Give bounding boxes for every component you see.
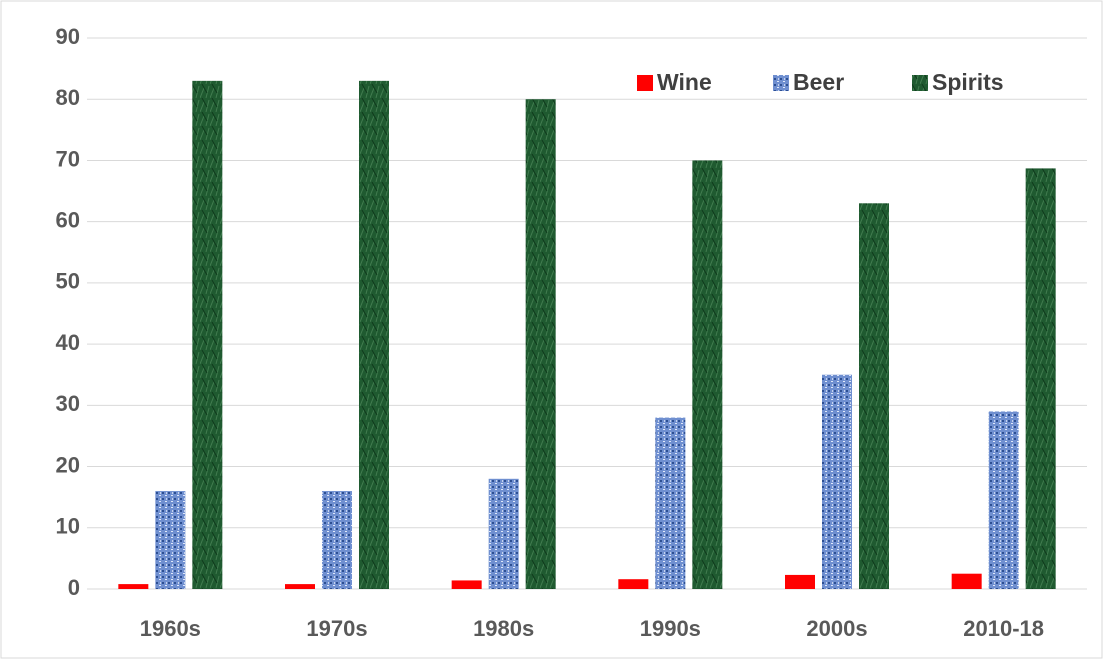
y-tick-label: 90 bbox=[56, 24, 80, 49]
y-tick-label: 10 bbox=[56, 514, 80, 539]
bar bbox=[451, 580, 482, 589]
bar bbox=[692, 160, 723, 589]
y-tick-label: 20 bbox=[56, 452, 80, 477]
x-tick-label: 1960s bbox=[140, 616, 201, 641]
legend-swatch bbox=[637, 75, 653, 91]
x-tick-label: 2010-18 bbox=[963, 616, 1044, 641]
bar bbox=[618, 579, 649, 589]
x-tick-label: 1990s bbox=[640, 616, 701, 641]
bar bbox=[951, 573, 982, 589]
y-tick-label: 60 bbox=[56, 207, 80, 232]
bar bbox=[1025, 168, 1056, 590]
bar bbox=[859, 203, 889, 590]
bar bbox=[488, 478, 519, 589]
bar bbox=[525, 99, 556, 589]
y-tick-label: 30 bbox=[56, 391, 80, 416]
bar bbox=[192, 80, 223, 589]
y-tick-label: 70 bbox=[56, 146, 80, 171]
bar bbox=[655, 417, 686, 589]
x-tick-label: 1970s bbox=[306, 616, 367, 641]
x-tick-label: 2000s bbox=[806, 616, 867, 641]
x-tick-label: 1980s bbox=[473, 616, 534, 641]
bar bbox=[155, 491, 186, 589]
bar bbox=[785, 574, 815, 589]
bar bbox=[822, 374, 852, 589]
legend-label: Spirits bbox=[932, 69, 1004, 95]
bar bbox=[988, 411, 1019, 589]
legend-label: Beer bbox=[793, 69, 844, 95]
legend-label: Wine bbox=[657, 69, 712, 95]
y-tick-label: 50 bbox=[56, 269, 80, 294]
legend-swatch bbox=[773, 75, 789, 91]
legend-swatch bbox=[912, 75, 928, 91]
bar bbox=[118, 584, 149, 589]
bar bbox=[285, 584, 315, 589]
bar bbox=[359, 80, 389, 589]
y-tick-label: 40 bbox=[56, 330, 80, 355]
y-tick-label: 80 bbox=[56, 85, 80, 110]
y-tick-label: 0 bbox=[68, 575, 80, 600]
bar bbox=[322, 491, 352, 589]
